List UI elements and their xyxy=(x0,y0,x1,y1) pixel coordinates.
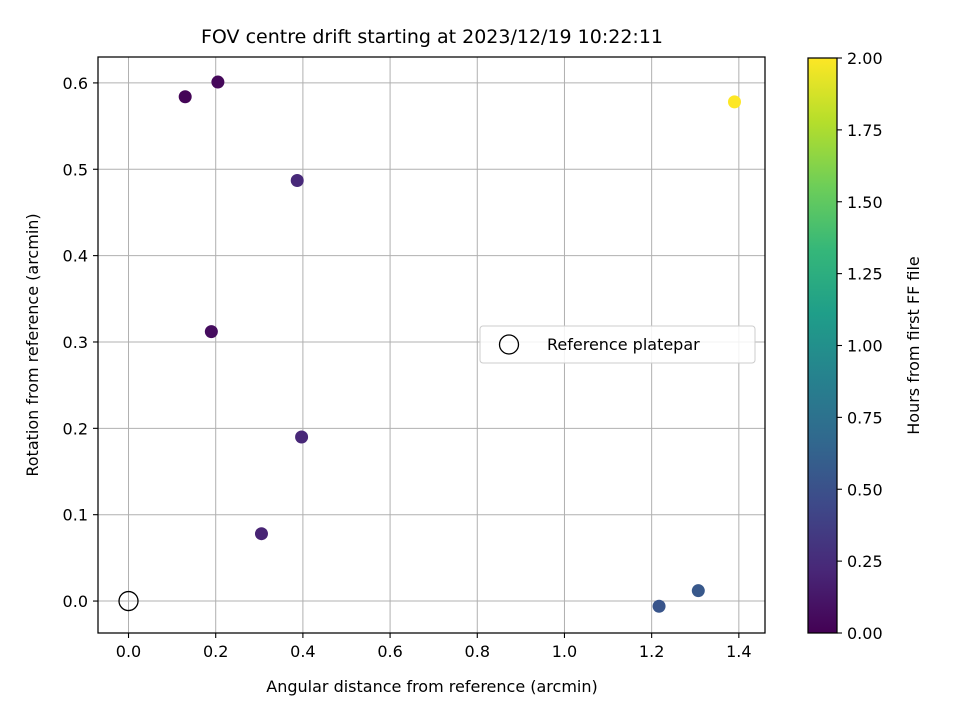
data-points xyxy=(118,75,741,613)
data-point xyxy=(290,173,304,187)
y-tick-label: 0.1 xyxy=(63,506,88,525)
legend-box xyxy=(479,325,756,364)
colorbar-ticks: 0.00 0.25 0.50 0.75 1.00 1.25 1.50 1.75 2.00 xyxy=(837,49,883,643)
colorbar-tick-label: 0.75 xyxy=(847,408,883,427)
colorbar: 0.00 0.25 0.50 0.75 1.00 1.25 1.50 1.75 2.00 Hou… xyxy=(807,49,923,643)
colorbar-label: Hours from first FF file xyxy=(904,256,923,435)
legend-entry-reference: Reference platepar xyxy=(547,335,700,354)
x-tick-label: 0.6 xyxy=(377,642,402,661)
y-tick-label: 0.2 xyxy=(63,419,88,438)
x-tick-label: 0.2 xyxy=(203,642,228,661)
reference-point xyxy=(118,590,139,612)
data-point xyxy=(295,430,309,444)
x-tick-label: 1.2 xyxy=(639,642,664,661)
legend-marker-reference xyxy=(498,334,520,355)
axis-ticks: 0.0 0.2 0.4 0.6 0.8 1.0 1.2 1.4 0.0 0.1 0.2 0.3 0.4 0… xyxy=(63,74,752,661)
colorbar-tick-label: 0.25 xyxy=(847,552,883,571)
legend: Reference platepar xyxy=(479,325,756,364)
colorbar-gradient xyxy=(808,58,837,633)
x-axis-label: Angular distance from reference (arcmin) xyxy=(266,677,597,696)
y-tick-label: 0.0 xyxy=(63,592,88,611)
colorbar-tick-label: 1.00 xyxy=(847,337,883,356)
y-tick-label: 0.5 xyxy=(63,160,88,179)
colorbar-tick-label: 1.50 xyxy=(847,193,883,212)
data-point xyxy=(652,599,666,613)
x-tick-label: 1.0 xyxy=(552,642,577,661)
grid-lines xyxy=(98,57,765,633)
data-point xyxy=(178,90,192,104)
colorbar-tick-label: 0.50 xyxy=(847,480,883,499)
x-tick-label: 1.4 xyxy=(726,642,751,661)
x-tick-label: 0.8 xyxy=(465,642,490,661)
data-point xyxy=(204,325,218,339)
colorbar-tick-label: 1.75 xyxy=(847,121,883,140)
y-tick-label: 0.6 xyxy=(63,74,88,93)
colorbar-tick-label: 1.25 xyxy=(847,265,883,284)
y-axis-label: Rotation from reference (arcmin) xyxy=(23,213,42,476)
x-tick-label: 0.0 xyxy=(116,642,141,661)
colorbar-tick-label: 0.00 xyxy=(847,624,883,643)
y-tick-label: 0.3 xyxy=(63,333,88,352)
plot-frame xyxy=(97,56,766,634)
chart-title: FOV centre drift starting at 2023/12/19 … xyxy=(201,26,663,48)
y-tick-label: 0.4 xyxy=(63,247,88,266)
colorbar-tick-label: 2.00 xyxy=(847,49,883,68)
data-point xyxy=(691,584,705,598)
x-tick-label: 0.4 xyxy=(290,642,315,661)
data-point xyxy=(727,95,741,109)
data-point xyxy=(211,75,225,89)
data-point xyxy=(254,527,268,541)
